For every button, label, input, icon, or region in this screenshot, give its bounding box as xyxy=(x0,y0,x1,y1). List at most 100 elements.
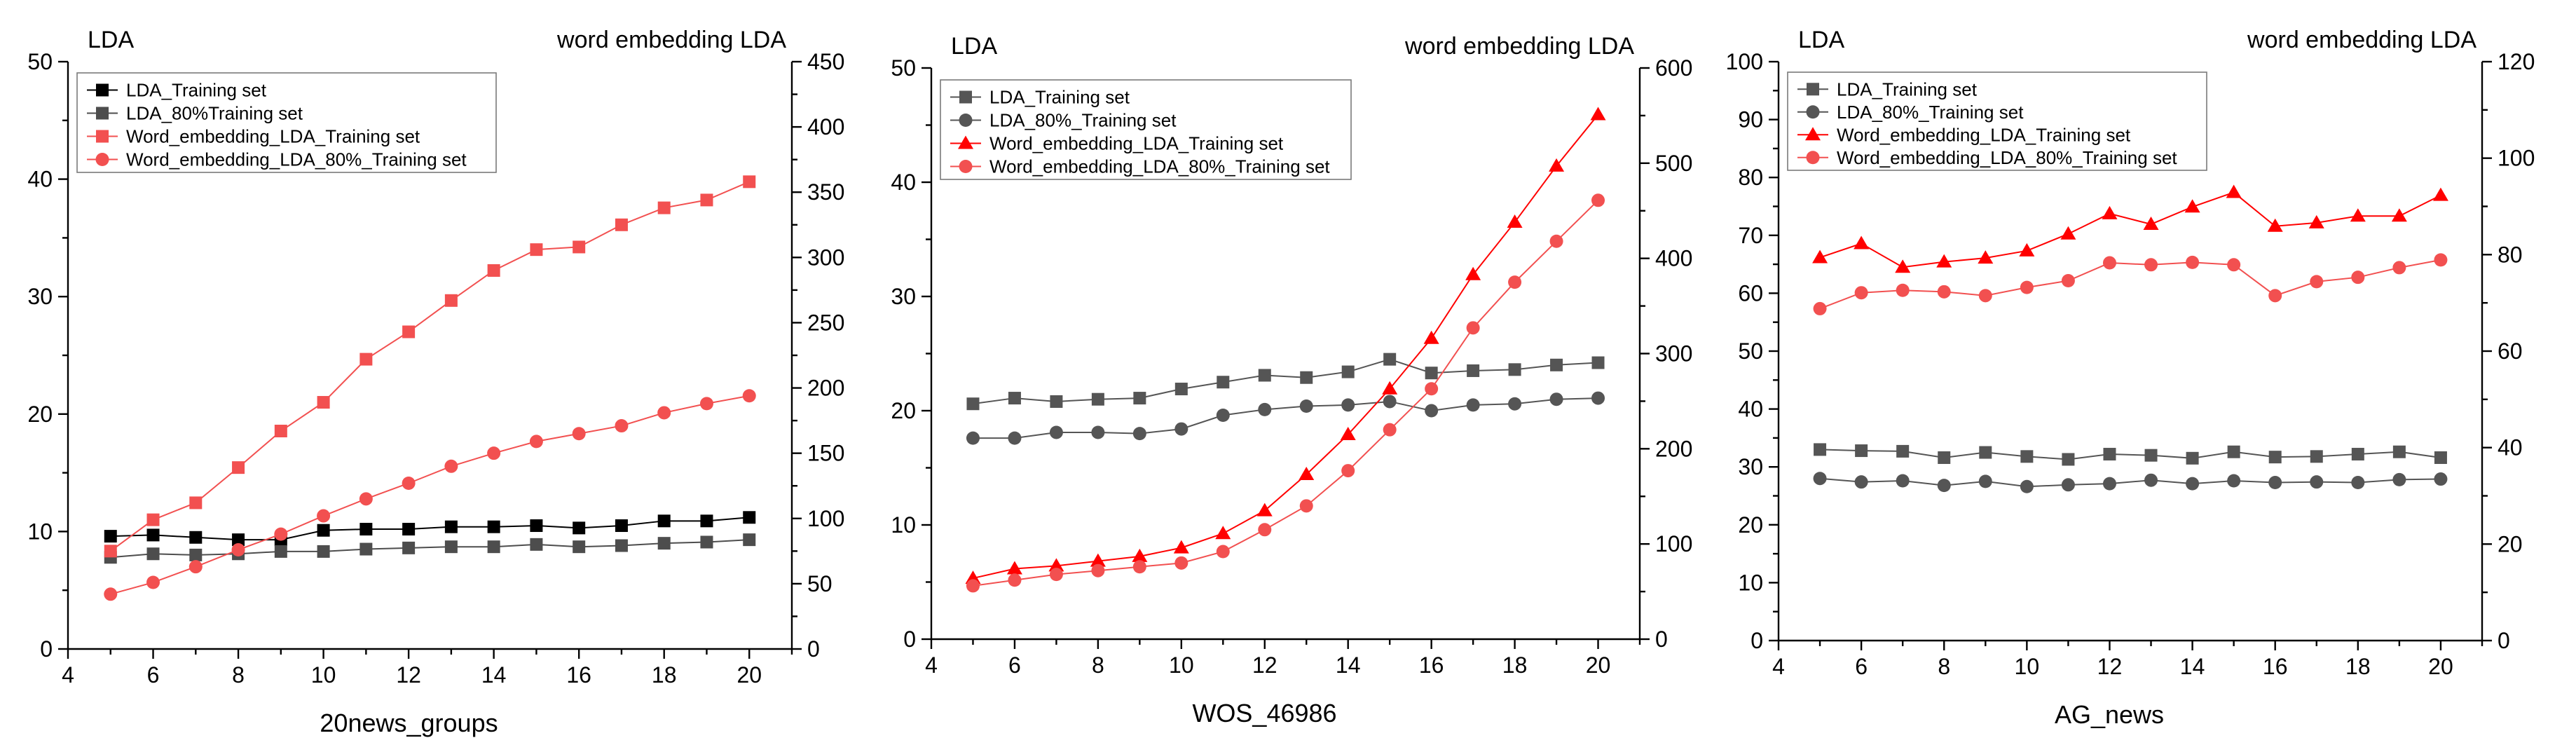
x-axis-label: 20news_groups xyxy=(320,709,498,737)
data-point xyxy=(2227,474,2241,488)
series-line xyxy=(973,358,1598,405)
data-point xyxy=(1050,395,1063,408)
x-tick-label: 18 xyxy=(1502,652,1528,678)
data-point xyxy=(359,523,373,536)
legend-item: Word_embedding_LDA_80%_Training set xyxy=(87,149,467,170)
data-point xyxy=(2102,477,2116,491)
data-point xyxy=(359,492,373,506)
data-point xyxy=(359,542,373,556)
data-point xyxy=(1425,382,1439,396)
series-2 xyxy=(104,533,756,564)
data-point xyxy=(2434,472,2448,486)
data-point xyxy=(700,193,713,207)
data-point xyxy=(2144,473,2158,487)
data-point xyxy=(1591,193,1605,207)
data-point xyxy=(1508,275,1522,289)
data-point xyxy=(1174,383,1188,396)
data-point xyxy=(1258,402,1272,416)
legend-item: LDA_80%Training set xyxy=(87,103,303,124)
left-y-tick-label: 0 xyxy=(40,636,53,662)
legend-label: LDA_80%Training set xyxy=(126,103,303,124)
data-point xyxy=(530,519,543,533)
data-point xyxy=(1591,356,1605,369)
left-y-tick-label: 30 xyxy=(1738,454,1763,479)
data-point xyxy=(1979,446,1992,459)
series-line xyxy=(973,200,1599,587)
left-y-tick-label: 30 xyxy=(891,284,916,309)
data-point xyxy=(615,539,628,552)
data-point xyxy=(1299,467,1315,481)
data-point xyxy=(615,519,628,533)
legend-label: LDA_Training set xyxy=(1837,78,1978,100)
data-point xyxy=(317,396,330,409)
left-y-tick-label: 50 xyxy=(27,49,53,74)
left-y-tick-label: 50 xyxy=(1738,339,1763,364)
data-point xyxy=(189,560,203,574)
data-point xyxy=(1008,392,1021,405)
data-point xyxy=(487,446,501,460)
data-point xyxy=(1256,503,1273,517)
data-point xyxy=(615,419,629,433)
right-y-tick-label: 0 xyxy=(1655,627,1668,652)
data-point xyxy=(2144,258,2158,272)
data-point xyxy=(1215,526,1231,540)
legend-marker xyxy=(959,90,972,104)
data-point xyxy=(1258,369,1271,382)
x-tick-label: 12 xyxy=(396,662,421,688)
right-axis-title: word embedding LDA xyxy=(556,27,786,53)
chart-panel-3: 4 6 8 10 12 14 16 18 20 0 10 20 30 40 50 60 70 80 90 100 0 20… xyxy=(1726,27,2535,729)
x-tick-label: 4 xyxy=(925,652,938,678)
x-tick-label: 20 xyxy=(2428,654,2453,679)
data-point xyxy=(573,521,586,535)
data-point xyxy=(1048,558,1064,572)
data-point xyxy=(402,325,416,339)
data-point xyxy=(1467,364,1480,377)
left-y-tick-label: 40 xyxy=(891,170,916,195)
left-y-tick-label: 50 xyxy=(891,55,916,81)
data-point xyxy=(2392,261,2406,275)
data-point xyxy=(1814,443,1827,456)
data-point xyxy=(402,476,416,490)
legend-label: Word_embedding_LDA_80%_Training set xyxy=(1837,147,2177,168)
right-y-tick-label: 400 xyxy=(807,114,844,139)
series-line xyxy=(110,539,750,559)
data-point xyxy=(1341,464,1355,478)
right-y-tick-label: 50 xyxy=(807,571,833,596)
data-point xyxy=(2350,208,2366,222)
data-point xyxy=(657,406,671,420)
right-y-tick-label: 20 xyxy=(2498,531,2523,556)
x-tick-label: 14 xyxy=(481,662,507,688)
right-y-tick-label: 400 xyxy=(1655,246,1692,271)
series-line xyxy=(110,181,750,552)
left-axis-title: LDA xyxy=(88,27,134,53)
data-point xyxy=(1006,561,1022,575)
data-point xyxy=(1549,234,1563,248)
legend-marker xyxy=(96,83,109,97)
left-y-tick-label: 40 xyxy=(27,167,53,192)
data-point xyxy=(1132,560,1146,574)
series-4 xyxy=(966,193,1605,593)
right-y-tick-label: 0 xyxy=(2498,628,2510,653)
legend-marker xyxy=(1807,83,1819,96)
data-point xyxy=(104,545,117,558)
series-line xyxy=(1820,449,2441,460)
right-y-tick-label: 200 xyxy=(807,376,844,401)
data-point xyxy=(1466,321,1480,335)
legend-item: LDA_80%_Training set xyxy=(950,110,1177,131)
data-point xyxy=(2062,453,2075,466)
data-point xyxy=(1937,285,1951,299)
data-point xyxy=(1813,301,1827,315)
data-point xyxy=(1382,381,1398,395)
legend-marker xyxy=(96,107,109,120)
data-point xyxy=(2268,289,2282,303)
data-point xyxy=(1813,472,1827,486)
data-point xyxy=(1549,392,1563,406)
left-y-tick-label: 80 xyxy=(1738,165,1763,190)
data-point xyxy=(2061,274,2075,288)
data-point xyxy=(444,459,458,473)
left-y-tick-label: 0 xyxy=(1751,628,1763,653)
data-point xyxy=(2434,253,2448,267)
series-line xyxy=(973,397,1598,439)
